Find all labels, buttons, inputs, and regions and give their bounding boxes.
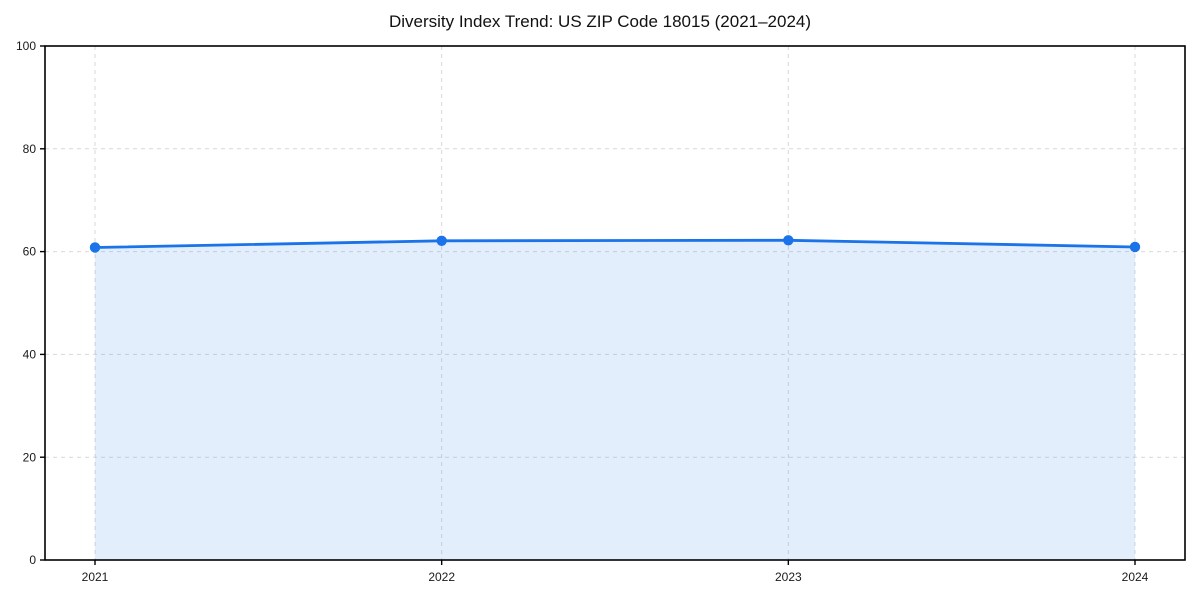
y-tick-label: 0 (29, 553, 36, 567)
y-tick-label: 80 (23, 142, 37, 156)
axes-spines (44, 45, 1186, 561)
trend-line (93, 238, 1137, 249)
x-tick-label: 2023 (775, 570, 802, 584)
y-tick-label: 40 (23, 347, 37, 361)
data-point (1129, 241, 1141, 253)
y-tick-label: 100 (16, 39, 36, 53)
data-point (783, 235, 794, 246)
x-tick-label: 2022 (428, 570, 455, 584)
area-fill (95, 240, 1135, 561)
data-point (436, 235, 447, 247)
chart-title: Diversity Index Trend: US ZIP Code 18015… (388, 12, 812, 31)
y-tick-label: 20 (23, 450, 37, 464)
plot-area (45, 46, 1185, 560)
y-tick-label: 60 (23, 245, 37, 259)
data-point (89, 242, 101, 253)
x-tick-label: 2021 (82, 570, 109, 584)
x-tick-label: 2024 (1122, 570, 1149, 584)
